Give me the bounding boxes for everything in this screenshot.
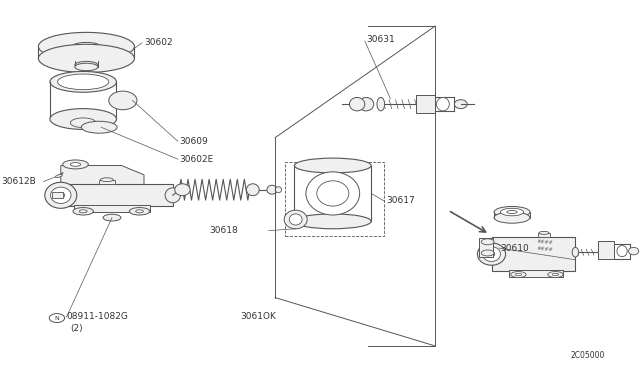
- Ellipse shape: [515, 273, 522, 276]
- Ellipse shape: [38, 44, 134, 73]
- Text: N: N: [54, 315, 59, 321]
- Bar: [416, 95, 435, 113]
- Circle shape: [49, 314, 65, 323]
- Ellipse shape: [70, 163, 81, 166]
- Bar: [492, 237, 575, 271]
- Ellipse shape: [79, 210, 87, 213]
- Ellipse shape: [494, 212, 530, 223]
- Ellipse shape: [289, 214, 302, 225]
- Text: 2C05000: 2C05000: [570, 351, 605, 360]
- Text: ####: ####: [536, 246, 553, 252]
- Ellipse shape: [539, 231, 549, 234]
- Ellipse shape: [175, 184, 190, 196]
- Ellipse shape: [70, 118, 96, 128]
- Ellipse shape: [275, 187, 282, 193]
- Ellipse shape: [267, 185, 277, 194]
- Ellipse shape: [81, 121, 117, 133]
- Text: 30609: 30609: [179, 137, 208, 146]
- Ellipse shape: [548, 272, 563, 278]
- Bar: [99, 180, 115, 184]
- Ellipse shape: [507, 211, 517, 214]
- Ellipse shape: [129, 208, 150, 215]
- Ellipse shape: [481, 239, 494, 245]
- Ellipse shape: [246, 184, 259, 196]
- Ellipse shape: [109, 91, 137, 110]
- Ellipse shape: [100, 178, 113, 182]
- Ellipse shape: [436, 97, 449, 111]
- Text: 30612B: 30612B: [1, 177, 36, 186]
- Ellipse shape: [617, 246, 627, 257]
- Ellipse shape: [294, 158, 371, 173]
- Ellipse shape: [511, 272, 526, 278]
- Text: 30617: 30617: [386, 196, 415, 205]
- Ellipse shape: [294, 214, 371, 229]
- Ellipse shape: [63, 160, 88, 169]
- Ellipse shape: [481, 250, 494, 256]
- Bar: [74, 205, 150, 212]
- Bar: [598, 241, 614, 259]
- Ellipse shape: [500, 208, 524, 216]
- Bar: [61, 184, 173, 206]
- Bar: [52, 192, 63, 198]
- Ellipse shape: [377, 97, 385, 111]
- Bar: [479, 238, 493, 257]
- Ellipse shape: [58, 74, 109, 90]
- Ellipse shape: [572, 247, 579, 257]
- Ellipse shape: [50, 71, 116, 92]
- Ellipse shape: [38, 32, 134, 61]
- Bar: [285, 162, 384, 236]
- Polygon shape: [61, 166, 144, 186]
- Text: 30602: 30602: [144, 38, 173, 47]
- Ellipse shape: [454, 100, 467, 109]
- Text: 30618: 30618: [209, 226, 238, 235]
- Bar: [509, 270, 563, 277]
- Text: ####: ####: [536, 239, 553, 246]
- Text: 30631: 30631: [367, 35, 396, 44]
- Text: 3061ΟK: 3061ΟK: [240, 312, 276, 321]
- Ellipse shape: [103, 214, 121, 221]
- Ellipse shape: [72, 42, 100, 51]
- Bar: [538, 233, 550, 237]
- Ellipse shape: [483, 247, 500, 262]
- Text: 30610: 30610: [500, 244, 529, 253]
- Ellipse shape: [50, 109, 116, 129]
- Text: 30602E: 30602E: [179, 155, 214, 164]
- Ellipse shape: [284, 210, 307, 229]
- Ellipse shape: [75, 61, 98, 69]
- Ellipse shape: [477, 243, 506, 265]
- Ellipse shape: [51, 187, 71, 203]
- Ellipse shape: [494, 206, 530, 218]
- Ellipse shape: [75, 63, 98, 71]
- Ellipse shape: [57, 192, 65, 198]
- Ellipse shape: [358, 97, 374, 111]
- Ellipse shape: [45, 182, 77, 208]
- Ellipse shape: [552, 273, 559, 276]
- Ellipse shape: [136, 210, 143, 213]
- Ellipse shape: [488, 251, 495, 257]
- Ellipse shape: [349, 97, 365, 111]
- Ellipse shape: [165, 188, 180, 203]
- Ellipse shape: [306, 172, 360, 215]
- Text: 08911-1082G: 08911-1082G: [66, 312, 128, 321]
- Ellipse shape: [73, 208, 93, 215]
- Text: (2): (2): [70, 324, 83, 333]
- Ellipse shape: [317, 181, 349, 206]
- Ellipse shape: [628, 247, 639, 255]
- Ellipse shape: [56, 174, 62, 177]
